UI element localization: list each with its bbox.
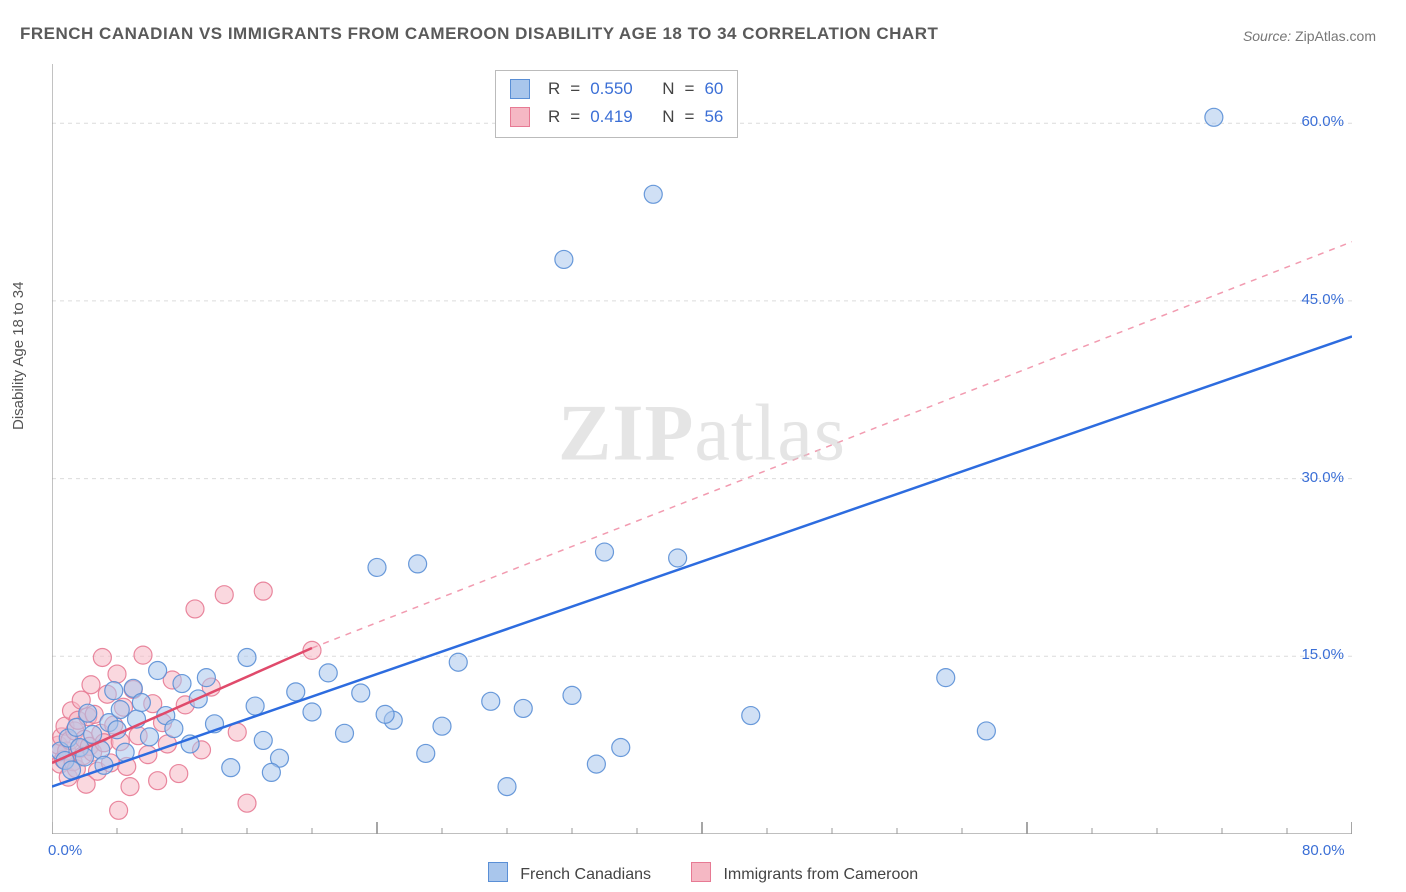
y-tick-label: 15.0% bbox=[1301, 646, 1344, 663]
x-tick-label-max: 80.0% bbox=[1302, 842, 1345, 859]
bottom-legend: French Canadians Immigrants from Cameroo… bbox=[0, 862, 1406, 884]
scatter-chart-svg bbox=[52, 64, 1352, 834]
r-label: R bbox=[548, 103, 560, 131]
eq-sign: = bbox=[570, 75, 580, 103]
legend-label-2: Immigrants from Cameroon bbox=[723, 866, 918, 883]
eq-sign: = bbox=[570, 103, 580, 131]
n-label: N bbox=[662, 103, 674, 131]
n-value-2: 56 bbox=[704, 103, 723, 131]
y-tick-label: 60.0% bbox=[1301, 113, 1344, 130]
legend-swatch-pink bbox=[691, 862, 711, 882]
chart-title: FRENCH CANADIAN VS IMMIGRANTS FROM CAMER… bbox=[20, 24, 938, 44]
legend-swatch-pink bbox=[510, 107, 530, 127]
chart-plot-area: ZIPatlas bbox=[52, 64, 1352, 834]
n-label: N bbox=[662, 75, 674, 103]
stat-legend-row-1: R = 0.550 N = 60 bbox=[510, 75, 723, 103]
r-value-2: 0.419 bbox=[590, 103, 633, 131]
x-tick-label-min: 0.0% bbox=[48, 842, 82, 859]
r-value-1: 0.550 bbox=[590, 75, 633, 103]
stat-legend-box: R = 0.550 N = 60 R = 0.419 N = 56 bbox=[495, 70, 738, 138]
legend-swatch-blue bbox=[488, 862, 508, 882]
n-value-1: 60 bbox=[704, 75, 723, 103]
y-axis-label: Disability Age 18 to 34 bbox=[10, 282, 27, 430]
r-label: R bbox=[548, 75, 560, 103]
source-value: ZipAtlas.com bbox=[1295, 28, 1376, 44]
y-tick-label: 45.0% bbox=[1301, 291, 1344, 308]
legend-item-2: Immigrants from Cameroon bbox=[691, 862, 918, 884]
source-attribution: Source: ZipAtlas.com bbox=[1243, 28, 1376, 44]
stat-legend-row-2: R = 0.419 N = 56 bbox=[510, 103, 723, 131]
eq-sign: = bbox=[685, 75, 695, 103]
eq-sign: = bbox=[685, 103, 695, 131]
legend-swatch-blue bbox=[510, 79, 530, 99]
legend-item-1: French Canadians bbox=[488, 862, 651, 884]
y-tick-label: 30.0% bbox=[1301, 469, 1344, 486]
source-label: Source: bbox=[1243, 28, 1291, 44]
legend-label-1: French Canadians bbox=[520, 866, 651, 883]
